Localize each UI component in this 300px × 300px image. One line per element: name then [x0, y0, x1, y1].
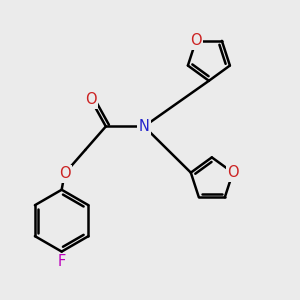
Text: O: O [59, 166, 70, 181]
Text: O: O [85, 92, 97, 107]
Text: O: O [227, 165, 238, 180]
Text: N: N [139, 119, 149, 134]
Text: O: O [190, 33, 202, 48]
Text: F: F [58, 254, 66, 269]
